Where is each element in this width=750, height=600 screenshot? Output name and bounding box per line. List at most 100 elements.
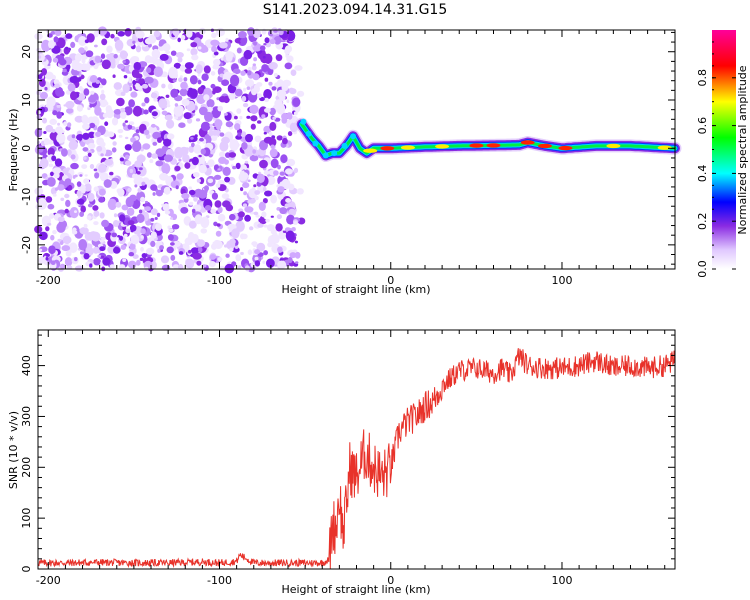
noise-speckle <box>74 174 78 178</box>
noise-speckle <box>55 86 64 97</box>
noise-speckle <box>97 254 102 258</box>
noise-speckle <box>190 247 200 255</box>
noise-speckle <box>52 193 57 197</box>
noise-speckle <box>241 95 247 102</box>
noise-speckle <box>132 173 136 179</box>
noise-speckle <box>225 204 234 212</box>
noise-speckle <box>196 260 202 266</box>
noise-speckle <box>214 240 223 250</box>
noise-speckle <box>155 148 165 157</box>
noise-speckle <box>52 110 58 116</box>
noise-speckle <box>54 187 59 191</box>
noise-speckle <box>37 74 43 80</box>
signal-blob <box>341 142 348 149</box>
noise-speckle <box>211 192 218 200</box>
signal-hotspot <box>520 140 535 145</box>
noise-speckle <box>168 228 174 233</box>
noise-speckle <box>250 115 258 122</box>
noise-speckle <box>167 83 173 90</box>
noise-speckle <box>86 150 92 154</box>
noise-speckle <box>87 152 92 157</box>
noise-speckle <box>251 88 257 96</box>
noise-speckle <box>130 137 136 143</box>
noise-speckle <box>141 83 149 89</box>
noise-speckle <box>272 116 277 120</box>
noise-speckle <box>53 167 62 174</box>
noise-speckle <box>188 145 195 153</box>
noise-speckle <box>157 137 162 143</box>
noise-speckle <box>234 115 238 120</box>
noise-speckle <box>98 188 106 196</box>
noise-speckle <box>240 251 244 256</box>
noise-speckle <box>218 265 226 271</box>
noise-speckle <box>296 188 304 195</box>
noise-speckle <box>197 246 203 253</box>
noise-speckle <box>132 105 143 117</box>
noise-speckle <box>293 221 298 225</box>
noise-speckle <box>265 218 270 223</box>
noise-speckle <box>284 203 291 208</box>
noise-speckle <box>253 57 257 62</box>
noise-speckle <box>130 91 138 98</box>
noise-speckle <box>253 184 257 188</box>
noise-speckle <box>138 86 143 92</box>
noise-speckle <box>66 149 72 156</box>
noise-speckle <box>128 77 133 80</box>
noise-speckle <box>193 196 198 202</box>
noise-speckle <box>199 137 204 142</box>
noise-speckle <box>136 259 141 266</box>
noise-speckle <box>58 58 67 66</box>
noise-speckle <box>255 214 260 218</box>
noise-speckle <box>119 50 128 60</box>
noise-speckle <box>268 81 273 86</box>
noise-speckle <box>56 104 61 108</box>
noise-speckle <box>175 52 184 58</box>
noise-speckle <box>188 201 194 206</box>
noise-speckle <box>106 45 113 53</box>
noise-speckle <box>53 172 60 179</box>
noise-speckle <box>93 30 99 38</box>
noise-speckle <box>192 204 202 212</box>
noise-speckle <box>250 262 256 268</box>
noise-speckle <box>122 122 126 127</box>
noise-speckle <box>131 69 140 78</box>
noise-speckle <box>132 31 137 37</box>
noise-speckle <box>140 228 146 235</box>
noise-speckle <box>279 171 286 176</box>
noise-speckle <box>117 31 125 37</box>
noise-speckle <box>192 252 202 260</box>
noise-speckle <box>124 144 132 151</box>
noise-speckle <box>273 36 282 45</box>
noise-speckle <box>259 45 266 51</box>
noise-speckle <box>266 224 275 232</box>
noise-speckle <box>212 86 222 93</box>
noise-speckle <box>100 53 106 59</box>
noise-speckle <box>45 124 54 133</box>
noise-speckle <box>145 200 148 204</box>
noise-speckle <box>154 217 158 220</box>
noise-speckle <box>101 59 111 70</box>
noise-speckle <box>223 112 228 116</box>
noise-speckle <box>277 186 285 193</box>
noise-speckle <box>40 91 48 100</box>
noise-speckle <box>281 116 288 124</box>
noise-speckle <box>128 99 136 108</box>
noise-speckle <box>138 167 143 171</box>
noise-speckle <box>144 55 152 64</box>
noise-speckle <box>155 189 163 197</box>
spectrogram-x-ticks: -200 -100 0 100 <box>36 30 666 287</box>
noise-speckle <box>43 131 47 134</box>
noise-speckle <box>289 88 297 95</box>
noise-speckle <box>162 43 171 52</box>
noise-speckle <box>254 256 259 261</box>
noise-speckle <box>140 246 144 252</box>
noise-speckle <box>270 215 274 218</box>
noise-speckle <box>266 258 275 268</box>
noise-speckle <box>264 190 273 197</box>
noise-speckle <box>83 178 90 185</box>
noise-speckle <box>177 57 183 63</box>
noise-speckle <box>34 187 44 196</box>
noise-speckle <box>170 50 177 56</box>
noise-speckle <box>268 131 272 135</box>
noise-speckle <box>132 140 142 152</box>
